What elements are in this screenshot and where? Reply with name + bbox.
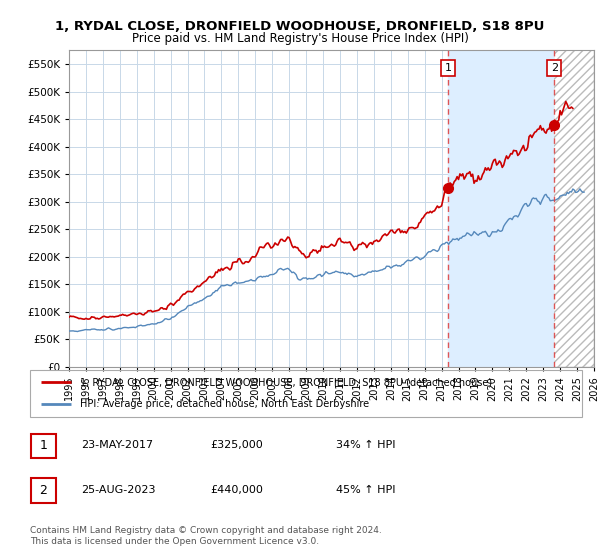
- Bar: [448, 50, 554, 367]
- Text: £325,000: £325,000: [210, 440, 263, 450]
- Text: 34% ↑ HPI: 34% ↑ HPI: [336, 440, 395, 450]
- Text: 2: 2: [551, 63, 558, 73]
- Text: HPI: Average price, detached house, North East Derbyshire: HPI: Average price, detached house, Nort…: [80, 399, 369, 409]
- Bar: [554, 50, 594, 367]
- Text: 45% ↑ HPI: 45% ↑ HPI: [336, 485, 395, 495]
- Text: 1: 1: [40, 439, 47, 452]
- Text: £440,000: £440,000: [210, 485, 263, 495]
- Text: 1: 1: [445, 63, 452, 73]
- Text: 2: 2: [40, 484, 47, 497]
- Bar: [448, 50, 554, 367]
- Text: 25-AUG-2023: 25-AUG-2023: [81, 485, 155, 495]
- Text: 1, RYDAL CLOSE, DRONFIELD WOODHOUSE, DRONFIELD, S18 8PU: 1, RYDAL CLOSE, DRONFIELD WOODHOUSE, DRO…: [55, 20, 545, 32]
- Bar: [554, 50, 594, 367]
- Text: 1, RYDAL CLOSE, DRONFIELD WOODHOUSE, DRONFIELD, S18 8PU (detached house): 1, RYDAL CLOSE, DRONFIELD WOODHOUSE, DRO…: [80, 377, 492, 388]
- Text: Price paid vs. HM Land Registry's House Price Index (HPI): Price paid vs. HM Land Registry's House …: [131, 32, 469, 45]
- Text: Contains HM Land Registry data © Crown copyright and database right 2024.
This d: Contains HM Land Registry data © Crown c…: [30, 526, 382, 546]
- Text: 23-MAY-2017: 23-MAY-2017: [81, 440, 153, 450]
